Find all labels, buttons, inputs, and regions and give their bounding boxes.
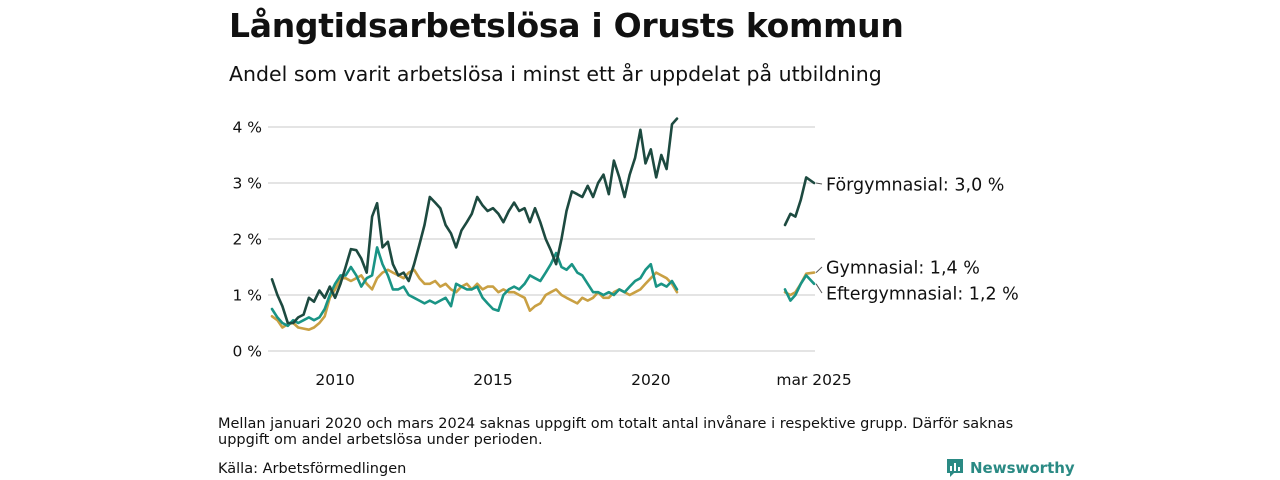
chart-title: Långtidsarbetslösa i Orusts kommun xyxy=(229,6,904,45)
series-line-gymnasial xyxy=(270,268,679,331)
series-line-förgymnasial xyxy=(270,117,679,325)
source-credit: Källa: Arbetsförmedlingen xyxy=(218,461,407,477)
series-line-förgymnasial- xyxy=(783,176,816,227)
series-line-eftergymnasial xyxy=(783,274,816,302)
brand-name: Newsworthy xyxy=(970,459,1075,477)
grid-lines xyxy=(268,126,815,352)
line-chart: 0 % 1 % 2 % 3 % 4 % 2010 2015 2020 mar 2025 För… xyxy=(232,117,1019,389)
leader-line xyxy=(815,182,823,185)
x-tick-label: mar 2025 xyxy=(776,371,851,389)
y-tick-label: 2 % xyxy=(232,231,262,249)
series-end-label: Eftergymnasial: 1,2 % xyxy=(826,285,1019,305)
leader-line xyxy=(815,266,823,273)
leader-line xyxy=(815,283,823,294)
x-tick-label: 2010 xyxy=(315,371,354,389)
series-lines xyxy=(270,117,816,331)
y-axis-tick-labels: 0 % 1 % 2 % 3 % 4 % xyxy=(232,119,262,361)
x-tick-label: 2020 xyxy=(631,371,670,389)
y-tick-label: 1 % xyxy=(232,287,262,305)
footnote: Mellan januari 2020 och mars 2024 saknas… xyxy=(218,416,1014,448)
y-tick-label: 4 % xyxy=(232,119,262,137)
x-axis-tick-labels: 2010 2015 2020 mar 2025 xyxy=(315,371,851,389)
bar-chart-speech-bubble-icon xyxy=(947,459,963,477)
x-tick-label: 2015 xyxy=(473,371,512,389)
series-end-label: Förgymnasial: 3,0 % xyxy=(826,176,1004,196)
series-line-eftergymnasial xyxy=(270,246,679,328)
chart-subtitle: Andel som varit arbetslösa i minst ett å… xyxy=(229,62,882,86)
y-tick-label: 0 % xyxy=(232,343,262,361)
y-tick-label: 3 % xyxy=(232,175,262,193)
end-labels: Förgymnasial: 3,0 % Gymnasial: 1,4 % Efter… xyxy=(815,176,1019,305)
brand-logo[interactable]: Newsworthy xyxy=(946,457,1075,479)
series-end-label: Gymnasial: 1,4 % xyxy=(826,259,980,279)
